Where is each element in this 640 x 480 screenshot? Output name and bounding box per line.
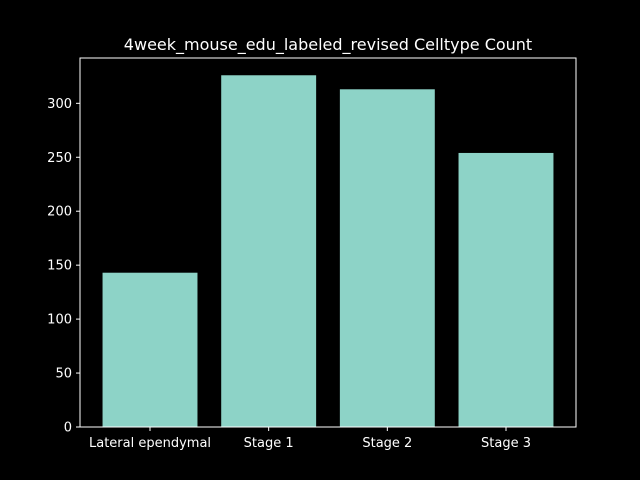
- y-tick-label-3: 150: [47, 259, 72, 274]
- y-tick-label-1: 50: [55, 367, 72, 382]
- y-tick-label-0: 0: [64, 421, 72, 436]
- y-tick-label-2: 100: [47, 313, 72, 328]
- chart-title: 4week_mouse_edu_labeled_revised Celltype…: [124, 35, 532, 55]
- x-tick-label-2: Stage 2: [362, 436, 412, 451]
- x-tick-label-3: Stage 3: [481, 436, 531, 451]
- x-axis: Lateral ependymal Stage 1 Stage 2 Stage 3: [89, 427, 531, 451]
- x-tick-label-1: Stage 1: [244, 436, 294, 451]
- bar-1: [221, 75, 317, 428]
- bars-group: [102, 75, 554, 428]
- y-tick-label-6: 300: [47, 97, 72, 112]
- x-tick-label-0: Lateral ependymal: [89, 436, 211, 451]
- y-tick-label-4: 200: [47, 205, 72, 220]
- bar-0: [102, 272, 198, 427]
- plot-frame: [79, 57, 577, 428]
- y-tick-label-5: 250: [47, 151, 72, 166]
- y-axis: 0 50 100 150 200 250 300: [47, 97, 80, 436]
- bar-2: [339, 89, 435, 427]
- bar-3: [458, 152, 554, 427]
